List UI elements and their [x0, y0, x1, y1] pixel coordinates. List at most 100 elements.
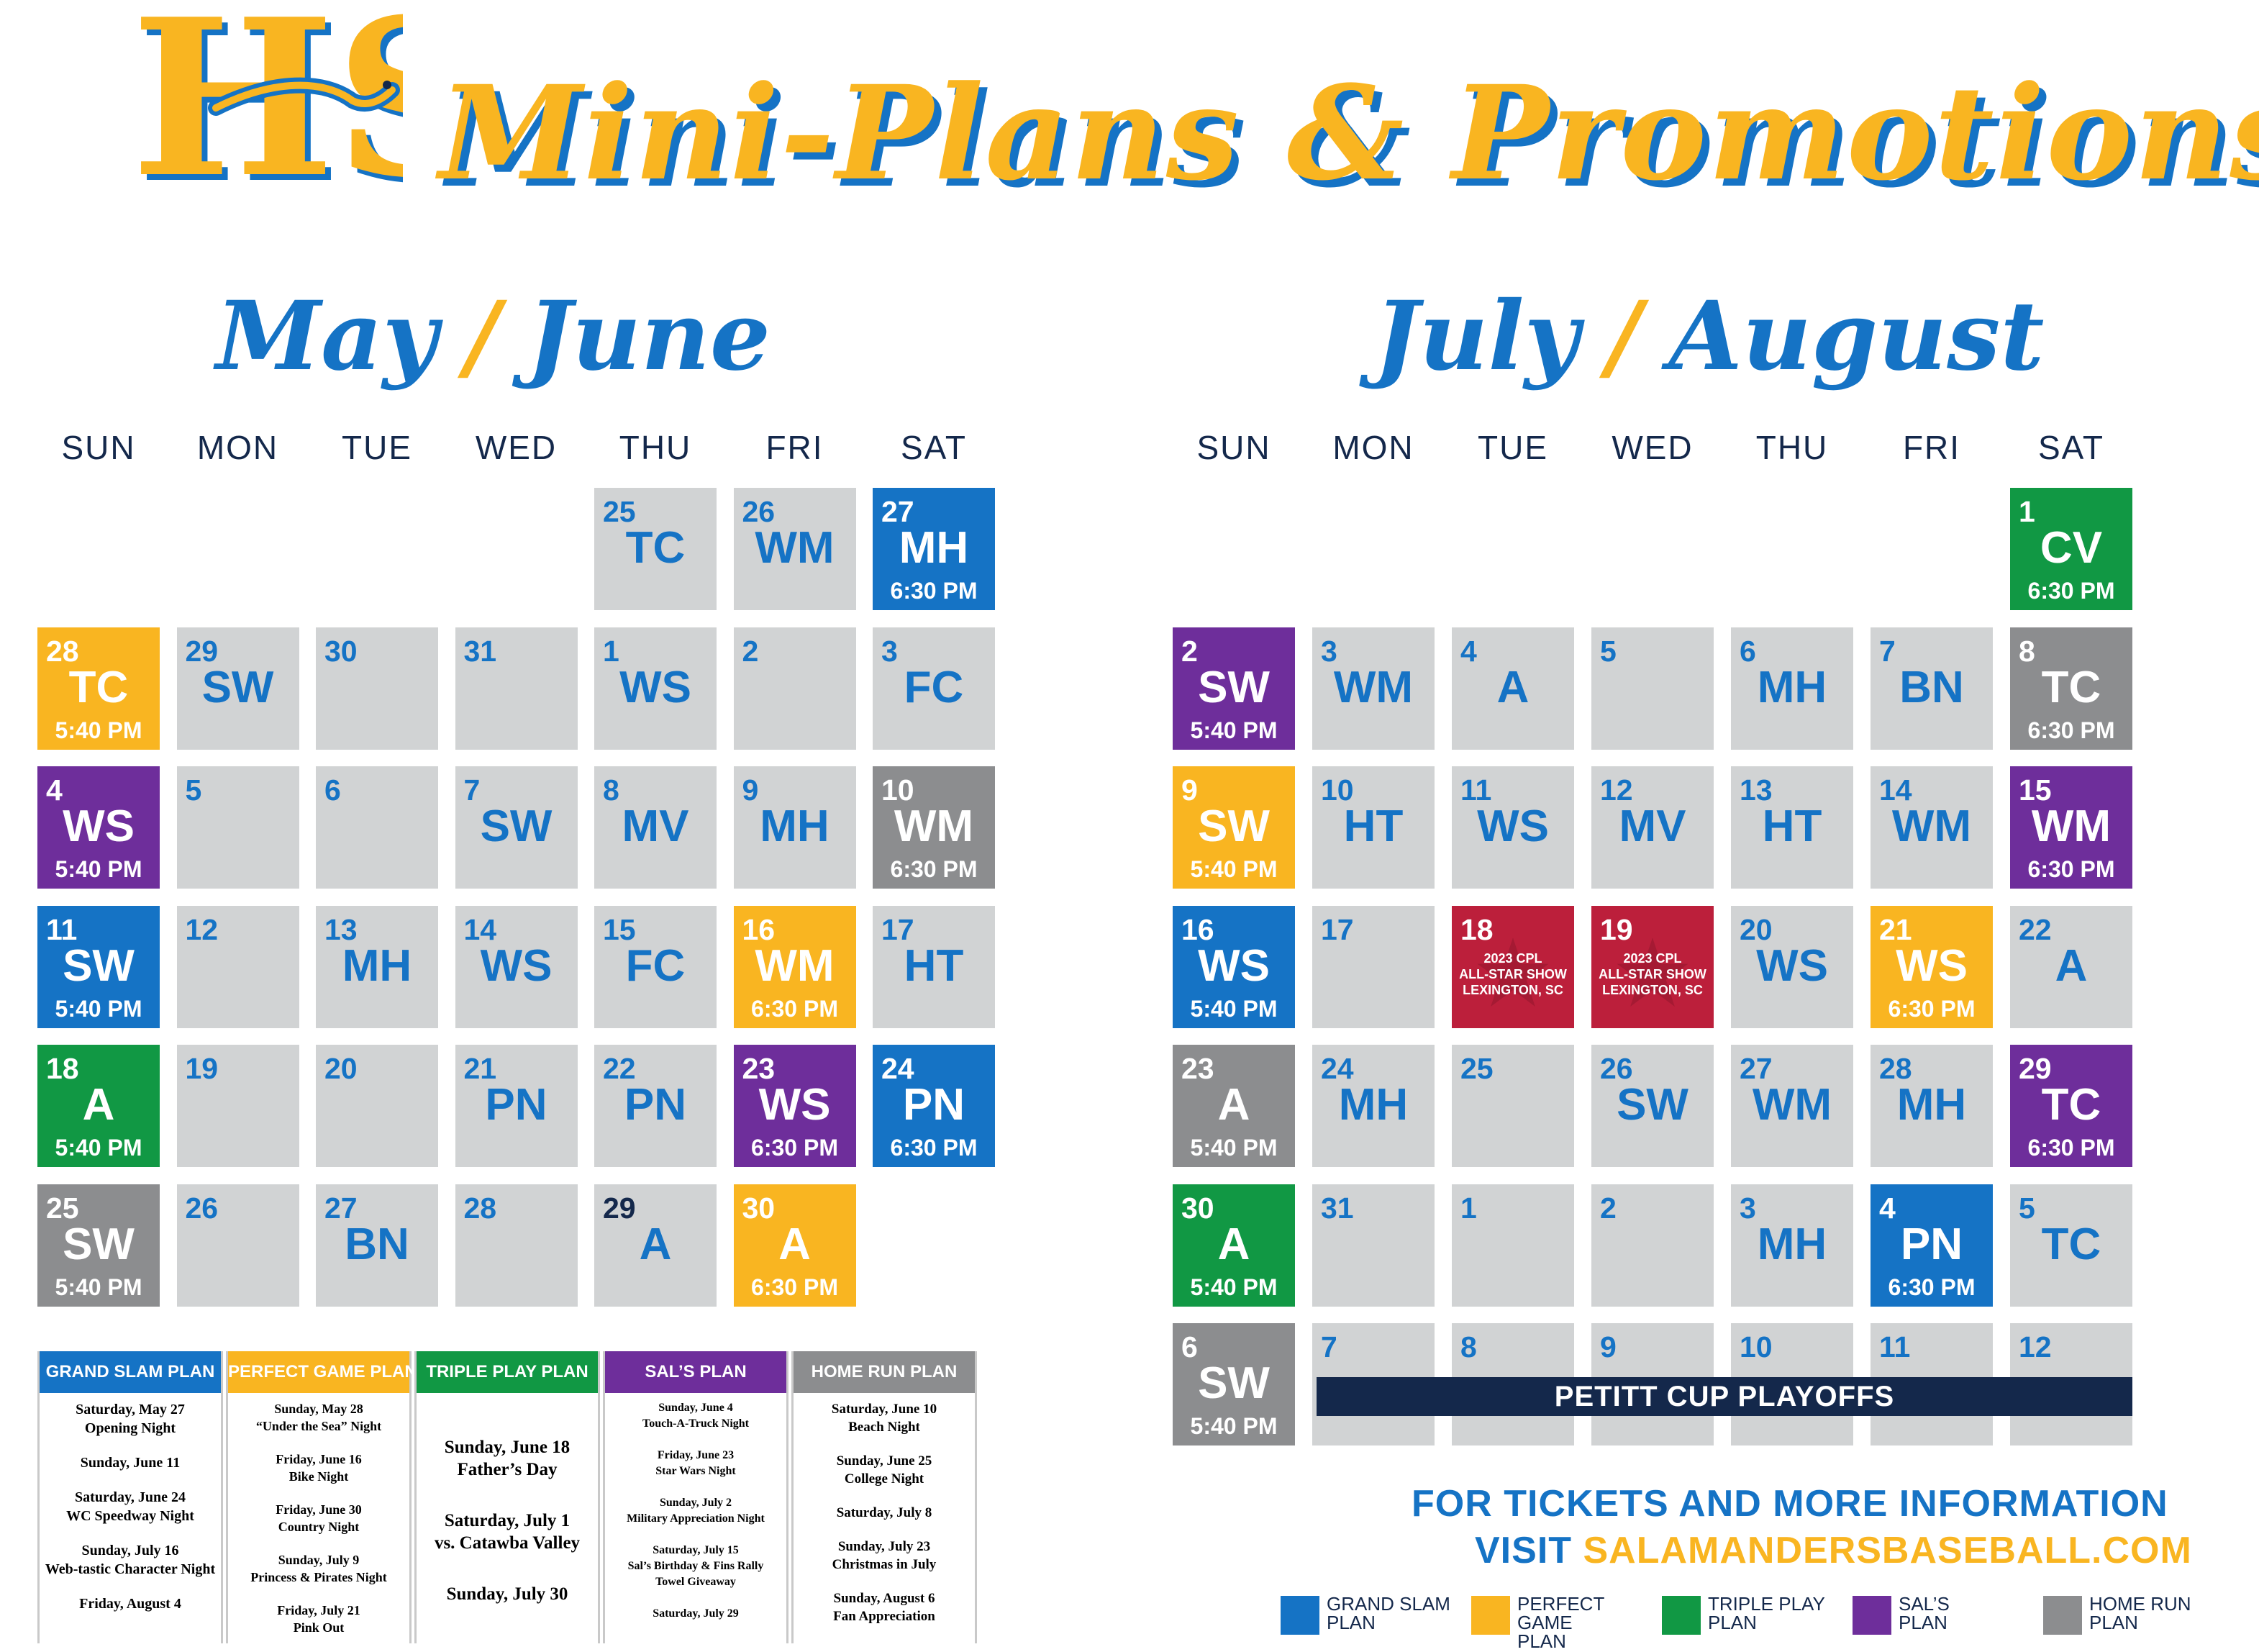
calendar-day-cell[interactable]: 25 SW 5:40 PM — [37, 1184, 160, 1307]
calendar-day-cell[interactable]: 6 — [316, 766, 438, 889]
calendar-day-cell[interactable]: 22 PN — [594, 1045, 717, 1167]
calendar-day-cell[interactable]: 8 TC 6:30 PM — [2010, 627, 2132, 750]
calendar-day-cell[interactable]: 1 — [1452, 1184, 1574, 1307]
calendar-day-cell[interactable]: 3 FC — [873, 627, 995, 750]
calendar-day-cell[interactable]: 21 PN — [455, 1045, 578, 1167]
calendar-day-cell[interactable]: 28 — [455, 1184, 578, 1307]
calendar-day-cell[interactable]: 28 TC 5:40 PM — [37, 627, 160, 750]
calendar-day-cell[interactable]: 26 WM — [733, 488, 856, 610]
day-number: 17 — [881, 912, 914, 946]
calendar-day-cell[interactable]: 31 — [455, 627, 578, 750]
calendar-day-cell[interactable]: 22 A — [2010, 905, 2132, 1028]
calendar-day-cell[interactable]: 3 MH — [1731, 1184, 1853, 1307]
game-time: 5:40 PM — [55, 995, 142, 1022]
opponent-code: WS — [758, 1080, 831, 1130]
day-number: 29 — [185, 634, 219, 668]
game-time: 5:40 PM — [1190, 1274, 1278, 1300]
calendar-day-cell[interactable]: 28 MH — [1871, 1045, 1993, 1167]
calendar-day-cell[interactable]: 23 WS 6:30 PM — [733, 1045, 856, 1167]
calendar-day-cell[interactable]: 5 TC — [2010, 1184, 2132, 1307]
calendar-day-cell[interactable]: 17 — [1312, 905, 1435, 1028]
calendar-day-cell[interactable]: 7 SW — [455, 766, 578, 889]
calendar-day-cell[interactable]: 9 SW 5:40 PM — [1173, 766, 1295, 889]
day-number: 1 — [603, 634, 619, 668]
calendar-day-cell[interactable]: 3 WM — [1312, 627, 1435, 750]
calendar-day-cell[interactable]: 21 WS 6:30 PM — [1871, 905, 1993, 1028]
calendar-day-cell[interactable]: 24 PN 6:30 PM — [873, 1045, 995, 1167]
calendar-day-cell[interactable]: 2 — [1591, 1184, 1714, 1307]
calendar-day-cell[interactable]: 19 — [176, 1045, 299, 1167]
calendar-day-cell[interactable]: 16 WM 6:30 PM — [733, 905, 856, 1028]
calendar-day-cell[interactable]: 20 WS — [1731, 905, 1853, 1028]
game-time: 5:40 PM — [1190, 717, 1278, 743]
calendar-day-cell[interactable]: 10 WM 6:30 PM — [873, 766, 995, 889]
calendar-day-cell[interactable]: 9 MH — [733, 766, 856, 889]
legend-swatch — [2043, 1596, 2082, 1635]
calendar-day-cell[interactable]: 2 — [733, 627, 856, 750]
plan-date: Sunday, June 18 Father’s Day — [444, 1438, 571, 1479]
calendar-day-cell[interactable]: 27 BN — [316, 1184, 438, 1307]
opponent-code: MH — [1896, 1080, 1967, 1130]
calendar-day-cell[interactable]: 29 A — [594, 1184, 717, 1307]
calendar-day-cell[interactable]: 13 HT — [1731, 766, 1853, 889]
calendar-day-cell[interactable]: 10 HT — [1312, 766, 1435, 889]
calendar-day-cell[interactable]: 26 — [176, 1184, 299, 1307]
calendar-day-cell[interactable]: 4 WS 5:40 PM — [37, 766, 160, 889]
calendar-day-cell[interactable]: 5 — [176, 766, 299, 889]
day-number: 21 — [463, 1052, 497, 1085]
plan-column: PERFECT GAME PLAN Sunday, May 28 “Under t… — [226, 1351, 417, 1643]
calendar-day-cell[interactable]: 25 TC — [594, 488, 717, 610]
calendar-day-cell[interactable]: 23 A 5:40 PM — [1173, 1045, 1295, 1167]
calendar-day-cell[interactable]: 15 WM 6:30 PM — [2010, 766, 2132, 889]
calendar-day-cell[interactable]: 4 PN 6:30 PM — [1871, 1184, 1993, 1307]
calendar-day-cell[interactable]: 12 — [176, 905, 299, 1028]
calendar-day-cell[interactable]: 14 WM — [1871, 766, 1993, 889]
calendar-day-cell[interactable]: 8 MV — [594, 766, 717, 889]
calendar-day-cell[interactable]: 18 A 5:40 PM — [37, 1045, 160, 1167]
calendar-day-cell[interactable]: 27 WM — [1731, 1045, 1853, 1167]
opponent-code: WS — [1198, 940, 1270, 991]
calendar-day-cell[interactable]: 30 A 6:30 PM — [733, 1184, 856, 1307]
calendar-day-cell[interactable]: 16 WS 5:40 PM — [1173, 905, 1295, 1028]
day-number: 2 — [1181, 634, 1198, 668]
calendar-day-cell[interactable]: 6 MH — [1731, 627, 1853, 750]
calendar-day-cell[interactable]: 31 — [1312, 1184, 1435, 1307]
day-number: 14 — [463, 912, 497, 946]
calendar-day-cell[interactable]: 30 — [316, 627, 438, 750]
opponent-code: PN — [902, 1080, 965, 1130]
calendar-day-cell[interactable]: 20 — [316, 1045, 438, 1167]
calendar-day-cell[interactable]: 24 MH — [1312, 1045, 1435, 1167]
calendar-day-cell[interactable]: 19 2023 CPL ALL-STAR SHOW LEXINGTON, SC — [1591, 905, 1714, 1028]
opponent-code: BN — [1899, 662, 1964, 712]
calendar-day-cell[interactable]: 1 CV 6:30 PM — [2010, 488, 2132, 610]
weekday-label: WED — [475, 429, 558, 466]
weekday-label: SUN — [1196, 429, 1271, 466]
calendar-day-cell[interactable]: 11 WS — [1452, 766, 1574, 889]
legend-swatch — [1471, 1596, 1510, 1635]
day-number: 26 — [1600, 1052, 1633, 1085]
calendar-day-cell[interactable]: 25 — [1452, 1045, 1574, 1167]
calendar-day-cell[interactable]: 13 MH — [316, 905, 438, 1028]
calendar-day-cell[interactable]: 27 MH 6:30 PM — [873, 488, 995, 610]
calendar-day-cell[interactable]: 2 SW 5:40 PM — [1173, 627, 1295, 750]
calendar-day-cell[interactable]: 14 WS — [455, 905, 578, 1028]
website-link[interactable]: SALAMANDERSBASEBALL.COM — [1583, 1530, 2192, 1571]
calendar-day-cell[interactable]: 29 SW — [176, 627, 299, 750]
calendar-day-cell[interactable]: 11 SW 5:40 PM — [37, 905, 160, 1028]
calendar-day-cell[interactable]: 12 MV — [1591, 766, 1714, 889]
calendar-day-cell[interactable]: 26 SW — [1591, 1045, 1714, 1167]
calendar-day-cell[interactable]: 29 TC 6:30 PM — [2010, 1045, 2132, 1167]
calendar-day-cell[interactable]: 18 2023 CPL ALL-STAR SHOW LEXINGTON, SC — [1452, 905, 1574, 1028]
calendar-day-cell[interactable]: 17 HT — [873, 905, 995, 1028]
legend-label: PERFECT GAME PLAN — [1517, 1593, 1604, 1652]
calendar-day-cell[interactable]: 15 FC — [594, 905, 717, 1028]
opponent-code: PN — [485, 1080, 547, 1130]
day-number: 26 — [742, 495, 776, 528]
calendar-day-cell[interactable]: 5 — [1591, 627, 1714, 750]
calendar-day-cell[interactable]: 6 SW 5:40 PM — [1173, 1323, 1295, 1446]
calendar-day-cell[interactable]: 7 BN — [1871, 627, 1993, 750]
plan-date: Saturday, June 24 WC Speedway Night — [66, 1489, 194, 1524]
calendar-day-cell[interactable]: 1 WS — [594, 627, 717, 750]
calendar-day-cell[interactable]: 30 A 5:40 PM — [1173, 1184, 1295, 1307]
